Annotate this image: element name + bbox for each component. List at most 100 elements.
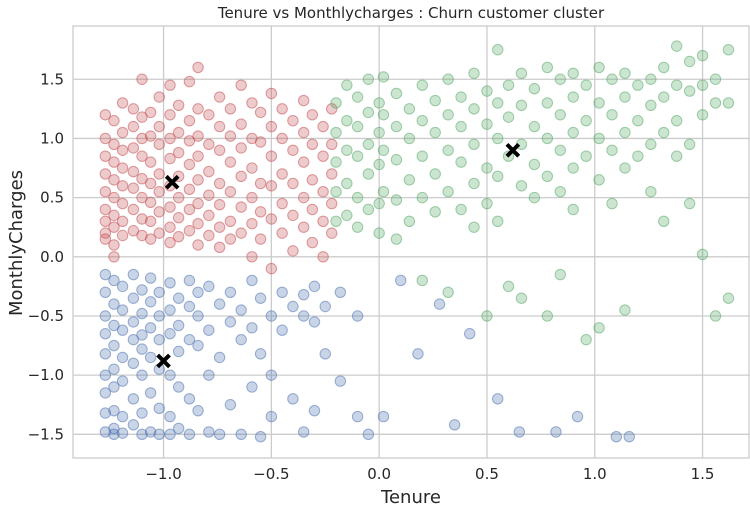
data-point — [390, 233, 403, 245]
data-point — [127, 203, 140, 216]
data-point — [108, 114, 120, 127]
data-point — [153, 185, 165, 198]
data-point — [606, 73, 618, 85]
data-point — [265, 369, 278, 381]
data-point — [127, 333, 140, 346]
data-point — [153, 120, 165, 133]
data-point — [362, 106, 375, 119]
data-point — [390, 87, 403, 100]
data-point — [317, 185, 329, 198]
data-point — [246, 381, 258, 393]
data-point — [481, 118, 493, 130]
data-point — [481, 162, 493, 174]
data-point — [416, 191, 428, 204]
data-point — [567, 91, 579, 103]
data-point — [276, 103, 288, 115]
data-point — [297, 221, 310, 233]
data-point — [172, 319, 185, 332]
data-point — [351, 191, 364, 204]
data-point — [632, 150, 644, 162]
data-point — [265, 150, 278, 162]
data-point — [183, 225, 196, 237]
data-point — [297, 288, 310, 301]
data-point — [317, 251, 329, 263]
data-point — [203, 426, 215, 438]
data-point — [136, 407, 148, 419]
y-tick-label: −1.0 — [28, 366, 64, 384]
data-point — [265, 310, 278, 322]
data-point — [330, 156, 342, 168]
data-point — [116, 126, 129, 139]
data-point — [481, 310, 493, 322]
data-point — [192, 286, 204, 299]
data-point — [153, 428, 165, 441]
data-point — [254, 177, 267, 190]
data-point — [153, 168, 165, 180]
data-point — [429, 126, 441, 139]
data-point — [696, 79, 709, 91]
data-point — [696, 109, 709, 121]
data-point — [619, 91, 631, 103]
data-point — [136, 150, 148, 162]
data-point — [224, 185, 237, 198]
data-point — [412, 348, 424, 360]
centroid-marker — [156, 353, 171, 369]
data-point — [108, 191, 120, 204]
data-point — [99, 348, 112, 360]
data-point — [287, 177, 299, 190]
data-point — [183, 393, 196, 405]
data-point — [502, 111, 515, 123]
data-point — [172, 422, 185, 435]
data-point — [265, 213, 278, 225]
data-point — [492, 132, 504, 145]
data-point — [580, 114, 592, 127]
data-point — [362, 138, 375, 151]
data-point — [351, 91, 364, 103]
data-point — [319, 300, 331, 313]
data-point — [334, 375, 347, 387]
data-point — [330, 185, 342, 198]
x-tick-label: 0.0 — [367, 465, 391, 483]
data-point — [203, 209, 215, 222]
data-point — [464, 328, 476, 340]
data-point — [709, 97, 722, 109]
data-point — [554, 109, 566, 121]
data-point — [554, 144, 566, 156]
data-point — [172, 292, 185, 304]
data-point — [213, 241, 226, 254]
data-point — [203, 229, 215, 242]
data-point — [351, 120, 364, 133]
data-point — [390, 154, 403, 166]
data-point — [203, 165, 215, 178]
data-point — [287, 300, 299, 313]
data-point — [213, 177, 226, 190]
data-point — [172, 146, 185, 159]
centroid-marker — [164, 174, 180, 190]
data-point — [709, 310, 722, 322]
data-point — [136, 213, 148, 225]
data-point — [224, 233, 237, 245]
data-point — [377, 144, 390, 156]
data-point — [136, 191, 148, 204]
data-point — [164, 132, 176, 145]
data-point — [144, 351, 157, 364]
data-point — [619, 304, 631, 316]
data-point — [116, 97, 129, 109]
data-point — [306, 174, 319, 186]
data-point — [136, 428, 148, 441]
data-point — [108, 319, 120, 332]
cluster-1-points — [99, 61, 338, 275]
data-point — [658, 91, 670, 103]
data-point — [683, 55, 696, 68]
data-point — [254, 430, 267, 443]
data-point — [373, 197, 385, 210]
data-point — [492, 97, 504, 109]
data-point — [554, 73, 566, 85]
data-point — [528, 191, 541, 204]
data-point — [528, 120, 541, 133]
data-point — [108, 274, 120, 287]
data-point — [390, 194, 403, 206]
data-point — [99, 286, 112, 299]
data-point — [246, 322, 258, 334]
data-point — [116, 197, 129, 210]
